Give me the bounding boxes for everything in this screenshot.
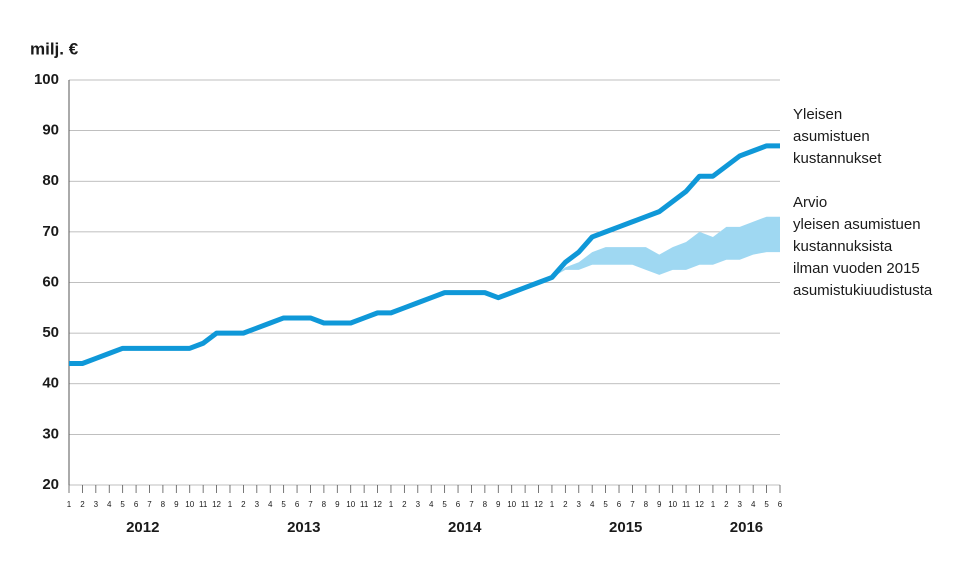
x-tick-label: 9 <box>174 500 179 509</box>
year-label: 2012 <box>126 519 159 536</box>
x-tick-label: 4 <box>429 500 434 509</box>
y-axis-label: milj. € <box>30 39 79 58</box>
x-tick-label: 9 <box>335 500 340 509</box>
x-tick-label: 9 <box>496 500 501 509</box>
x-tick-label: 12 <box>373 500 382 509</box>
x-tick-label: 8 <box>644 500 649 509</box>
x-tick-label: 5 <box>442 500 447 509</box>
x-tick-label: 6 <box>134 500 139 509</box>
x-tick-label: 7 <box>469 500 474 509</box>
x-tick-label: 8 <box>161 500 166 509</box>
x-tick-label: 12 <box>534 500 543 509</box>
y-tick-label: 50 <box>42 324 59 341</box>
x-tick-label: 1 <box>711 500 716 509</box>
x-tick-label: 9 <box>657 500 662 509</box>
year-label: 2014 <box>448 519 482 536</box>
x-tick-label: 10 <box>668 500 677 509</box>
y-tick-label: 100 <box>34 71 59 88</box>
x-tick-label: 7 <box>308 500 313 509</box>
y-tick-label: 30 <box>42 425 59 442</box>
x-tick-label: 1 <box>67 500 72 509</box>
y-tick-label: 60 <box>42 273 59 290</box>
legend-label: Yleisen asumistuen kustannukset <box>793 106 882 167</box>
x-tick-label: 6 <box>295 500 300 509</box>
x-tick-label: 11 <box>360 500 369 509</box>
x-tick-label: 5 <box>603 500 608 509</box>
x-tick-label: 3 <box>738 500 743 509</box>
x-tick-label: 7 <box>630 500 635 509</box>
y-tick-label: 80 <box>42 172 59 189</box>
y-tick-label: 40 <box>42 375 59 392</box>
x-tick-label: 6 <box>778 500 783 509</box>
x-tick-label: 1 <box>550 500 555 509</box>
x-tick-label: 6 <box>456 500 461 509</box>
x-tick-label: 3 <box>255 500 260 509</box>
x-tick-label: 3 <box>416 500 421 509</box>
y-tick-label: 70 <box>42 223 59 240</box>
x-tick-label: 6 <box>617 500 622 509</box>
y-tick-label: 90 <box>42 122 59 139</box>
x-tick-label: 1 <box>228 500 233 509</box>
x-tick-label: 2 <box>724 500 729 509</box>
x-tick-label: 8 <box>322 500 327 509</box>
x-tick-label: 10 <box>185 500 194 509</box>
x-tick-label: 3 <box>94 500 99 509</box>
x-tick-label: 10 <box>346 500 355 509</box>
x-tick-label: 1 <box>389 500 394 509</box>
x-tick-label: 2 <box>80 500 85 509</box>
x-tick-label: 4 <box>751 500 756 509</box>
x-tick-label: 5 <box>120 500 125 509</box>
x-tick-label: 3 <box>577 500 582 509</box>
x-tick-label: 10 <box>507 500 516 509</box>
x-tick-label: 5 <box>764 500 769 509</box>
x-tick-label: 4 <box>268 500 273 509</box>
x-tick-label: 2 <box>402 500 407 509</box>
x-tick-label: 2 <box>241 500 246 509</box>
x-tick-label: 4 <box>107 500 112 509</box>
band <box>551 216 780 278</box>
x-tick-label: 12 <box>695 500 704 509</box>
year-label: 2013 <box>287 519 320 536</box>
x-tick-label: 11 <box>682 500 691 509</box>
year-label: 2015 <box>609 519 642 536</box>
x-tick-label: 11 <box>199 500 208 509</box>
x-tick-label: 8 <box>483 500 488 509</box>
legend-label: Arvio yleisen asumistuen kustannuksista ilm… <box>793 194 933 299</box>
x-tick-label: 5 <box>281 500 286 509</box>
line <box>69 143 780 366</box>
x-tick-label: 4 <box>590 500 595 509</box>
x-tick-label: 12 <box>212 500 221 509</box>
year-label: 2016 <box>730 519 763 536</box>
x-tick-label: 11 <box>521 500 530 509</box>
y-tick-label: 20 <box>42 476 59 493</box>
x-tick-label: 2 <box>563 500 568 509</box>
x-tick-label: 7 <box>147 500 152 509</box>
